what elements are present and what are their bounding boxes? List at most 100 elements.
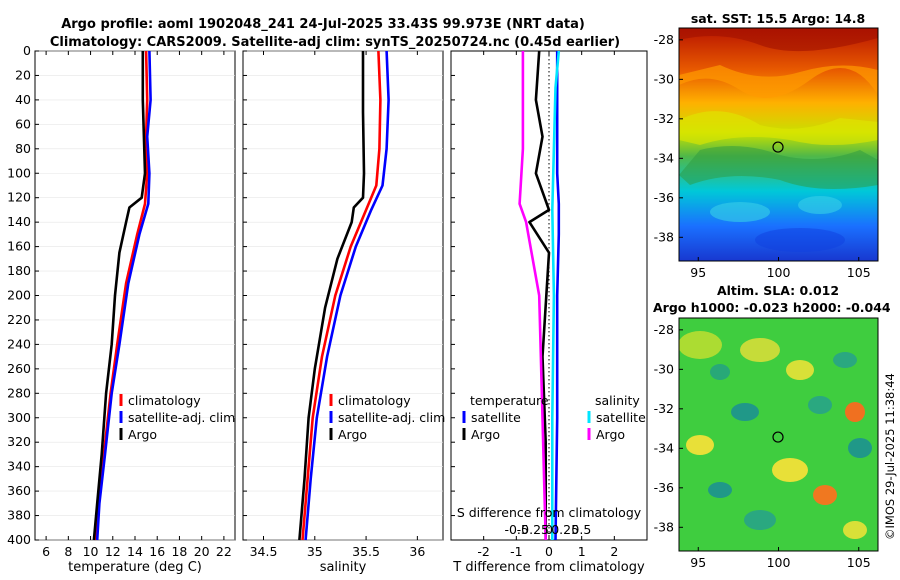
series-line-argo (298, 51, 366, 541)
difference-legend: temperature satellite Argo salinity sate… (462, 393, 646, 442)
series-line-t-satellite (554, 51, 561, 541)
top-tick-label: -0.5 (504, 522, 528, 537)
x-tick-label: 16 (149, 544, 165, 559)
legend-label-argo: Argo (338, 427, 367, 442)
map-x-tick-label: 105 (847, 265, 871, 280)
y-tick-label: 240 (7, 336, 31, 351)
sst-map-title: sat. SST: 15.5 Argo: 14.8 (691, 11, 865, 26)
series-line-s-satellite (550, 50, 561, 540)
temperature-xlabel: temperature (deg C) (68, 560, 202, 575)
salinity-panel: 34.5 35 35.5 36 salinity climatology satell… (242, 50, 445, 575)
y-tick-label: 0 (23, 43, 31, 58)
y-tick-label: 60 (15, 116, 31, 131)
top-tick-label: 0.25 (551, 522, 579, 537)
sla-map-title-line2: Argo h1000: -0.023 h2000: -0.044 (653, 300, 891, 315)
x-tick-label: 22 (216, 544, 232, 559)
y-tick-label: 100 (7, 165, 31, 180)
s-difference-label: S difference from climatology (457, 505, 642, 520)
x-tick-label: 36 (409, 544, 425, 559)
map-y-tick-label: -34 (654, 440, 674, 455)
y-tick-label: 300 (7, 410, 31, 425)
map-y-tick-label: -38 (654, 519, 674, 534)
map-y-tick-label: -32 (654, 401, 674, 416)
y-tick-label: 260 (7, 361, 31, 376)
temperature-panel: 0 20 40 60 80 100 120 140 160 180 200 220 240 260 280 3… (7, 43, 236, 575)
x-tick-label: 20 (194, 544, 210, 559)
map-y-tick-label: -30 (654, 361, 674, 376)
map-y-tick-label: -38 (654, 229, 674, 244)
legend-title-temperature: temperature (470, 393, 549, 408)
legend-label-t-satellite: satellite (471, 410, 521, 425)
x-tick-label: 2 (610, 544, 618, 559)
x-tick-label: 8 (64, 544, 72, 559)
y-tick-label: 340 (7, 459, 31, 474)
map-y-tick-label: -32 (654, 111, 674, 126)
y-tick-label: 280 (7, 385, 31, 400)
map-y-tick-label: -28 (654, 322, 674, 337)
series-line-satellite-adj-clim (304, 50, 390, 541)
y-tick-label: 160 (7, 239, 31, 254)
top-tick-label: 0.5 (571, 522, 591, 537)
x-tick-label: -2 (477, 544, 489, 559)
legend-label-satellite: satellite-adj. clim (338, 410, 445, 425)
map-y-tick-label: -30 (654, 71, 674, 86)
y-tick-label: 200 (7, 288, 31, 303)
series-line-climatology (301, 50, 382, 541)
map-y-tick-label: -36 (654, 480, 674, 495)
y-tick-label: 40 (15, 92, 31, 107)
legend-label-t-argo: Argo (471, 427, 500, 442)
map-x-tick-label: 100 (767, 265, 791, 280)
legend-label-s-satellite: satellite (596, 410, 646, 425)
y-tick-label: 220 (7, 312, 31, 327)
y-tick-label: 360 (7, 483, 31, 498)
legend-label-climatology: climatology (128, 393, 201, 408)
series-line-t-argo (528, 50, 551, 540)
map-y-tick-label: -36 (654, 190, 674, 205)
y-tick-label: 320 (7, 434, 31, 449)
title-line2: Climatology: CARS2009. Satellite-adj cli… (50, 35, 620, 50)
legend-label-argo: Argo (128, 427, 157, 442)
legend-label-s-argo: Argo (596, 427, 625, 442)
y-tick-label: 140 (7, 214, 31, 229)
x-tick-label: 6 (42, 544, 50, 559)
map-x-tick-label: 100 (767, 555, 791, 570)
sst-field (679, 28, 878, 261)
x-tick-label: 12 (105, 544, 121, 559)
map-y-tick-label: -28 (654, 32, 674, 47)
x-tick-label: 18 (171, 544, 187, 559)
imos-credit: ©IMOS 29-Jul-2025 11:38:44 (883, 373, 897, 540)
top-tick-label: -0.25 (517, 522, 549, 537)
x-tick-label: 14 (127, 544, 143, 559)
x-tick-label: 35 (307, 544, 323, 559)
map-y-tick-label: -34 (654, 150, 674, 165)
y-tick-label: 120 (7, 190, 31, 205)
map-x-tick-label: 95 (690, 555, 706, 570)
series-line-argo (92, 51, 147, 541)
x-tick-label: 35.5 (352, 544, 380, 559)
x-tick-label: 1 (578, 544, 586, 559)
sla-argo-location-marker (772, 431, 784, 443)
temperature-legend: climatology satellite-adj. clim Argo (119, 393, 235, 442)
sst-map-panel: sat. SST: 15.5 Argo: 14.8 95 100 105 -28 -30… (654, 11, 879, 280)
sla-texture (679, 331, 872, 539)
series-line-satellite-adj-clim (95, 50, 152, 541)
x-tick-label: 0 (545, 544, 553, 559)
t-difference-xlabel: T difference from climatology (452, 560, 645, 575)
legend-title-salinity: salinity (595, 393, 640, 408)
sla-map-title-line1: Altim. SLA: 0.012 (717, 283, 839, 298)
series-line-s-argo (518, 51, 547, 541)
sla-map-panel: Altim. SLA: 0.012 Argo h1000: -0.023 h20… (653, 283, 891, 570)
x-tick-label: 10 (83, 544, 99, 559)
salinity-legend: climatology satellite-adj. clim Argo (329, 393, 445, 442)
x-tick-label: -1 (510, 544, 522, 559)
y-tick-label: 400 (7, 532, 31, 547)
legend-label-climatology: climatology (338, 393, 411, 408)
legend-label-satellite: satellite-adj. clim (128, 410, 235, 425)
y-tick-label: 20 (15, 67, 31, 82)
y-tick-label: 380 (7, 508, 31, 523)
map-x-tick-label: 95 (690, 265, 706, 280)
x-tick-label: 34.5 (250, 544, 278, 559)
salinity-xlabel: salinity (320, 560, 367, 575)
sst-argo-location-marker (772, 141, 784, 153)
